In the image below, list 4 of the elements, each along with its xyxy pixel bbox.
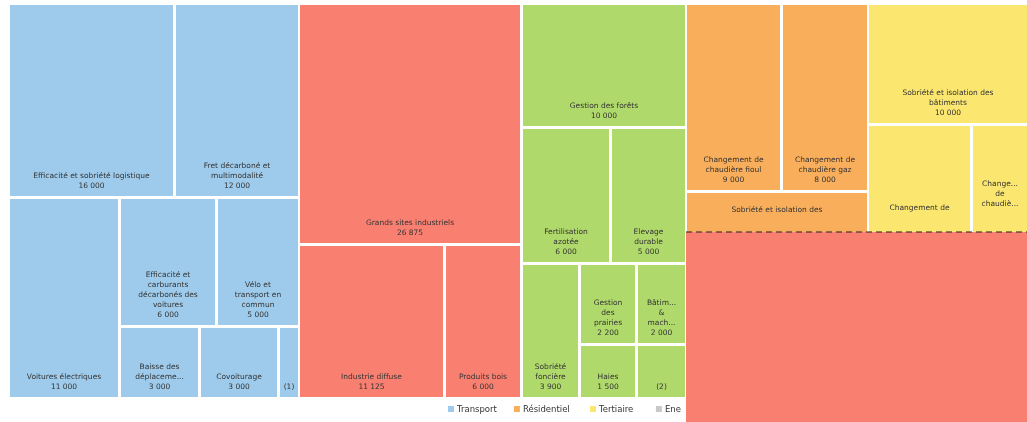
legend-label: Résidentiel bbox=[522, 404, 570, 414]
legend-label: Tertiaire bbox=[598, 404, 634, 414]
legend-label: Transport bbox=[456, 404, 498, 414]
legend-label: Ene bbox=[664, 404, 681, 414]
